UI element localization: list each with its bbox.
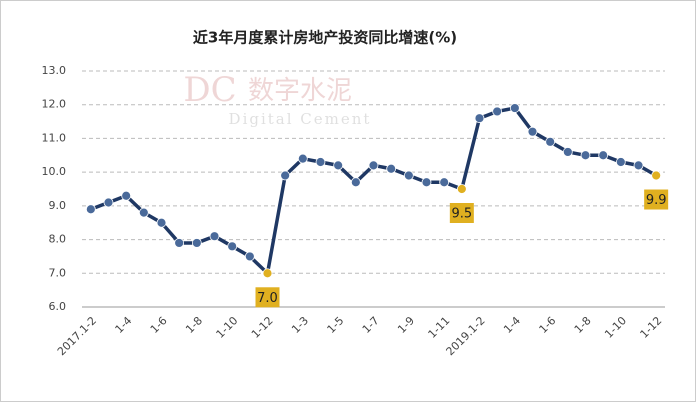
marker — [85, 204, 96, 215]
y-tick-label: 8.0 — [49, 233, 67, 246]
marker — [580, 150, 591, 161]
data-label-text: 9.5 — [451, 207, 472, 222]
data-label: 7.0 — [255, 287, 280, 308]
data-label: 9.9 — [644, 189, 669, 210]
marker — [492, 106, 503, 117]
marker — [615, 157, 626, 167]
marker — [633, 160, 644, 171]
marker — [386, 163, 397, 174]
y-tick-label: 7.0 — [49, 266, 67, 279]
marker — [244, 251, 255, 262]
watermark-subtitle: Digital Cement — [229, 110, 372, 128]
y-tick-label: 6.0 — [49, 300, 67, 313]
marker — [262, 268, 273, 279]
marker — [280, 170, 291, 181]
y-tick-label: 11.0 — [42, 131, 67, 144]
marker — [509, 103, 520, 113]
marker — [191, 238, 202, 248]
marker — [333, 160, 344, 171]
marker — [527, 126, 538, 137]
y-tick-label: 12.0 — [42, 98, 67, 111]
marker — [403, 170, 414, 181]
y-tick-label: 9.0 — [49, 199, 67, 212]
y-tick-label: 13.0 — [42, 64, 67, 77]
marker — [297, 153, 308, 164]
watermark: DC 数字水泥 Digital Cement — [183, 70, 372, 128]
marker — [474, 113, 485, 124]
marker — [651, 170, 662, 181]
marker — [598, 150, 609, 161]
watermark-logo: DC — [183, 70, 236, 110]
marker — [227, 241, 238, 252]
y-tick-label: 10.0 — [42, 165, 67, 178]
data-label-text: 9.9 — [646, 193, 667, 208]
marker — [156, 217, 167, 228]
marker — [439, 177, 450, 188]
chart-title: 近3年月度累计房地产投资同比增速(%) — [193, 29, 457, 47]
marker — [562, 147, 573, 157]
data-label-box — [255, 287, 280, 308]
marker — [138, 207, 149, 218]
data-label-box — [449, 203, 474, 223]
data-label-box — [644, 189, 669, 210]
marker — [368, 160, 379, 171]
marker — [121, 190, 132, 201]
marker — [350, 177, 361, 188]
marker — [315, 157, 326, 167]
marker — [456, 184, 467, 194]
marker — [103, 197, 114, 208]
marker — [209, 231, 220, 242]
data-label-text: 7.0 — [257, 291, 278, 306]
watermark-name: 数字水泥 — [248, 76, 352, 106]
marker — [174, 238, 185, 248]
marker — [545, 136, 556, 147]
marker — [421, 177, 432, 188]
data-label: 9.5 — [449, 203, 474, 223]
